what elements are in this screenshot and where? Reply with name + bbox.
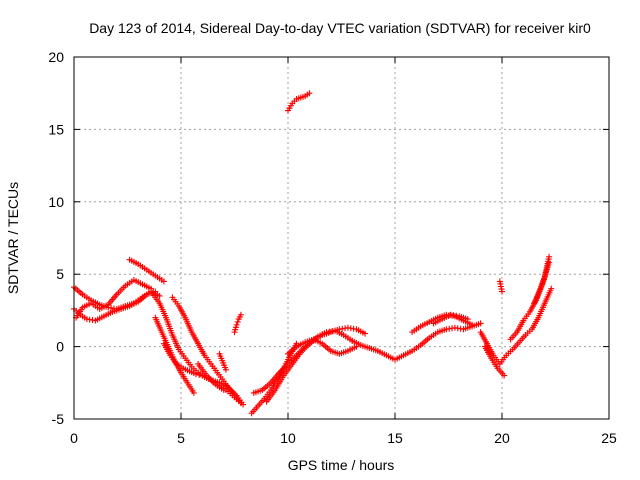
y-tick-label: 10 <box>48 194 64 210</box>
data-point <box>156 292 163 299</box>
data-point <box>499 288 505 295</box>
data-point <box>196 371 203 378</box>
data-point <box>548 285 555 292</box>
data-point <box>237 400 244 407</box>
data-marks <box>71 90 555 417</box>
series-arc-23 <box>496 278 505 295</box>
y-tick-label: 15 <box>48 121 64 137</box>
series-arc-10 <box>216 350 229 373</box>
axis-ticks: 0 5 10 15 20 25 -5 0 5 10 15 20 <box>48 49 617 446</box>
data-point <box>192 371 199 378</box>
data-point <box>190 389 197 396</box>
x-tick-label: 0 <box>70 430 78 446</box>
y-tick-label: 20 <box>48 49 64 65</box>
x-tick-label: 25 <box>601 430 617 446</box>
data-point <box>464 316 471 323</box>
data-point <box>233 321 240 328</box>
x-tick-label: 5 <box>177 430 185 446</box>
series-arc-9 <box>195 360 227 394</box>
y-tick-label: 5 <box>56 266 64 282</box>
data-point <box>222 366 229 373</box>
data-point <box>546 253 553 260</box>
x-tick-label: 20 <box>494 430 510 446</box>
data-point <box>220 387 227 394</box>
data-point <box>234 318 241 325</box>
plot-frame <box>73 56 610 420</box>
data-point <box>237 311 244 318</box>
data-point <box>501 372 508 379</box>
series-arc-4 <box>126 256 167 285</box>
series-arc-16 <box>285 90 313 114</box>
series-arc-15 <box>285 336 360 357</box>
series-arc-19 <box>430 311 471 327</box>
chart-title: Day 123 of 2014, Sidereal Day-to-day VTE… <box>89 20 591 36</box>
x-tick-label: 10 <box>280 430 296 446</box>
grid <box>74 57 609 419</box>
series-arc-20 <box>477 285 555 367</box>
x-tick-label: 15 <box>387 430 403 446</box>
y-tick-label: -5 <box>52 411 65 427</box>
series-arc-2 <box>71 288 159 324</box>
series-arc-11 <box>231 311 244 336</box>
data-point <box>306 90 313 97</box>
data-point <box>362 330 369 337</box>
series-arc-24 <box>531 253 553 307</box>
y-tick-label: 0 <box>56 339 64 355</box>
series-arc-8 <box>169 294 240 399</box>
series-arc-13 <box>250 324 369 396</box>
data-point <box>233 392 240 399</box>
data-point <box>160 278 167 285</box>
data-point <box>469 321 476 328</box>
y-axis-label: SDTVAR / TECUs <box>5 182 21 294</box>
series-arc-21 <box>481 343 508 379</box>
data-point <box>477 320 484 327</box>
x-axis-label: GPS time / hours <box>288 457 395 473</box>
